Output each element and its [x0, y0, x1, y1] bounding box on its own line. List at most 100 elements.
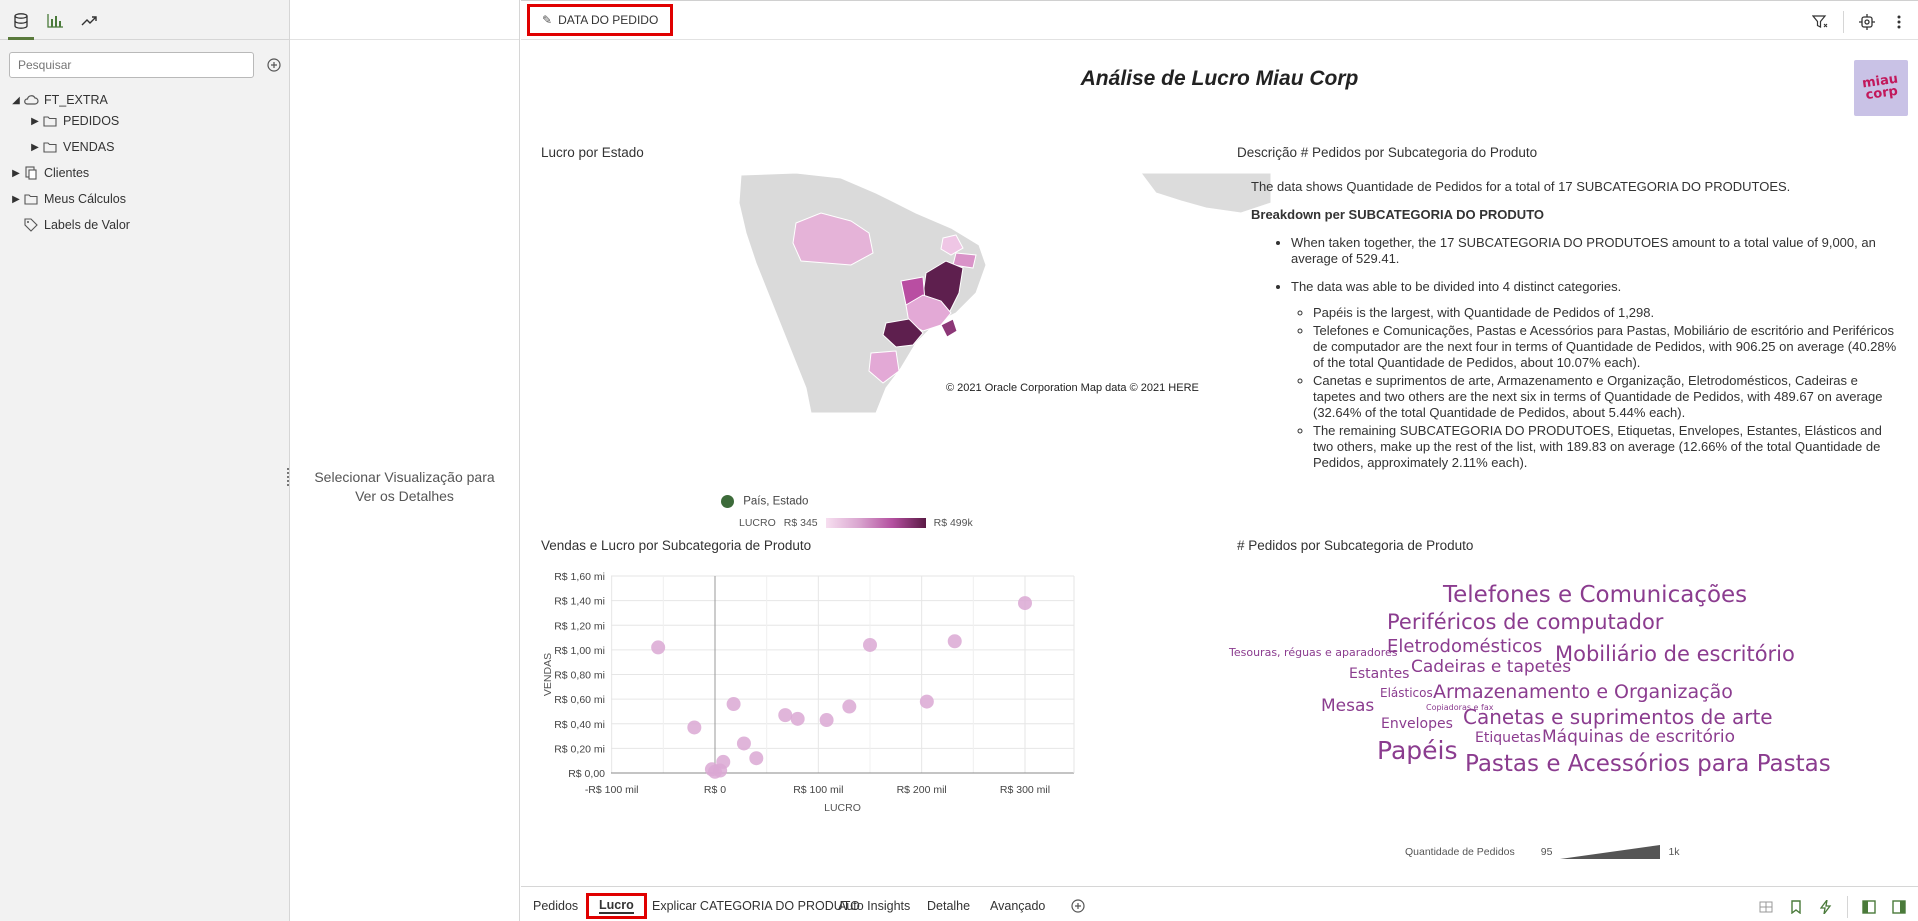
tree-item-label: VENDAS	[63, 140, 115, 154]
caret-right-icon[interactable]: ▶	[31, 115, 39, 127]
caret-right-icon[interactable]: ▶	[31, 141, 39, 153]
data-tab[interactable]	[8, 10, 34, 40]
word-cloud-term[interactable]: Cadeiras e tapetes	[1411, 657, 1572, 677]
map-state-pernambuco	[952, 252, 977, 269]
description-bullet: When taken together, the 17 SUBCATEGORIA…	[1291, 235, 1901, 267]
lucro-gradient	[825, 518, 926, 528]
x-axis-label: LUCRO	[824, 802, 861, 814]
folder-icon	[22, 191, 40, 207]
tree-item-label: FT_EXTRA	[44, 93, 108, 107]
word-cloud-term[interactable]: Copiadoras e fax	[1426, 703, 1494, 712]
tab-label: Auto Insights	[838, 899, 911, 913]
scatter-point	[842, 699, 857, 714]
tab-auto-insights[interactable]: Auto Insights	[828, 893, 920, 919]
plus-circle-icon	[1071, 899, 1085, 913]
tab-explicar[interactable]: Explicar CATEGORIA DO PRODUTO	[642, 893, 870, 919]
bottom-actions	[1757, 896, 1908, 918]
more-vertical-icon[interactable]	[1890, 13, 1908, 31]
y-tick-label: R$ 0,40 mi	[554, 719, 605, 731]
map-canvas[interactable]	[701, 173, 1271, 413]
word-cloud-term[interactable]: Mesas	[1321, 696, 1375, 716]
tree-item-label: Labels de Valor	[44, 218, 130, 232]
y-tick-label: R$ 1,00 mi	[554, 645, 605, 657]
tree-item-labels-de-valor[interactable]: Labels de Valor	[10, 215, 130, 235]
database-icon	[14, 13, 28, 29]
word-cloud-term[interactable]: Etiquetas	[1475, 730, 1541, 746]
scatter-point	[1018, 596, 1032, 611]
word-cloud-term[interactable]: Papéis	[1377, 736, 1458, 765]
visualizations-tab[interactable]	[44, 10, 66, 32]
panel-left-icon[interactable]	[1860, 898, 1878, 916]
map-title: Lucro por Estado	[541, 145, 644, 160]
tree-item-meus-calculos[interactable]: ▶ Meus Cálculos	[10, 189, 126, 209]
word-cloud-term[interactable]: Envelopes	[1381, 716, 1453, 732]
word-cloud-term[interactable]: Elásticos	[1380, 686, 1433, 700]
tree-item-clientes[interactable]: ▶ Clientes	[10, 163, 89, 183]
word-cloud-term[interactable]: Armazenamento e Organização	[1433, 681, 1733, 703]
word-cloud-term[interactable]: Telefones e Comunicações	[1443, 582, 1748, 608]
scatter-chart[interactable]: R$ 0,00 R$ 0,20 mi R$ 0,40 mi R$ 0,60 mi R$ …	[541, 556, 1221, 881]
trend-icon	[81, 16, 97, 26]
tree-item-pedidos[interactable]: ▶ PEDIDOS	[29, 111, 119, 131]
scatter-point	[863, 637, 877, 652]
lightning-icon[interactable]	[1817, 898, 1835, 916]
add-data-button[interactable]	[265, 56, 283, 74]
scatter-point	[736, 736, 751, 751]
filter-icon[interactable]	[1811, 13, 1829, 31]
word-cloud-term[interactable]: Tesouras, réguas e aparadores	[1229, 646, 1398, 659]
caret-open-icon[interactable]: ◢	[12, 94, 20, 106]
tab-avancado[interactable]: Avançado	[980, 893, 1055, 919]
word-cloud-visualization[interactable]: # Pedidos por Subcategoria de Produto Te…	[1229, 538, 1917, 883]
add-tab-button[interactable]	[1061, 893, 1095, 919]
settings-icon[interactable]	[1858, 13, 1876, 31]
description-intro: The data shows Quantidade de Pedidos for…	[1251, 179, 1791, 194]
filter-label: DATA DO PEDIDO	[558, 13, 659, 27]
tab-label: Detalhe	[927, 899, 971, 913]
dataset-icon	[22, 165, 40, 181]
map-state-rio	[940, 318, 958, 338]
cloud-db-icon	[22, 92, 40, 108]
word-cloud-term[interactable]: Eletrodomésticos	[1387, 636, 1543, 657]
caret-right-icon[interactable]: ▶	[12, 193, 20, 205]
map-land-africa	[1140, 173, 1271, 214]
word-cloud-term[interactable]: Pastas e Acessórios para Pastas	[1465, 751, 1831, 777]
canvas-tabs: Pedidos Lucro Explicar CATEGORIA DO PROD…	[521, 886, 1918, 921]
logo-text: miau corp	[1861, 71, 1899, 104]
plus-circle-icon	[267, 58, 281, 72]
tab-pedidos[interactable]: Pedidos	[523, 893, 588, 919]
word-cloud-legend: Quantidade de Pedidos 95 1k	[1405, 845, 1680, 859]
filter-pill[interactable]: ✎ DATA DO PEDIDO	[527, 4, 674, 36]
scatter-visualization[interactable]: Vendas e Lucro por Subcategoria de Produ…	[541, 538, 1221, 883]
description-bullet: The data was able to be divided into 4 d…	[1291, 279, 1622, 294]
tree-item-ft-extra[interactable]: ◢ FT_EXTRA	[10, 90, 108, 110]
panel-splitter[interactable]	[287, 468, 289, 486]
details-panel: Selecionar Visualização para Ver os Deta…	[290, 0, 520, 921]
bookmark-icon[interactable]	[1787, 898, 1805, 916]
word-cloud-term[interactable]: Máquinas de escritório	[1542, 727, 1736, 747]
search-input[interactable]	[9, 52, 254, 78]
scatter-point	[687, 720, 702, 735]
tab-detalhe[interactable]: Detalhe	[917, 893, 980, 919]
legend-color-dot	[721, 495, 734, 508]
word-cloud-term[interactable]: Mobiliário de escritório	[1555, 642, 1795, 666]
lucro-color-scale: LUCRO R$ 345 R$ 499k	[739, 517, 973, 529]
layout-icon[interactable]	[1757, 898, 1775, 916]
tree-item-label: PEDIDOS	[63, 114, 120, 128]
map-visualization[interactable]: Lucro por Estado	[541, 145, 1271, 545]
bar-chart-icon	[47, 14, 63, 28]
scatter-title: Vendas e Lucro por Subcategoria de Produ…	[541, 538, 812, 553]
word-cloud-term[interactable]: Periféricos de computador	[1387, 610, 1664, 634]
tab-lucro[interactable]: Lucro	[586, 893, 647, 919]
tree-item-vendas[interactable]: ▶ VENDAS	[29, 137, 114, 157]
panel-tabs	[0, 0, 289, 40]
word-cloud-term[interactable]: Canetas e suprimentos de arte	[1463, 705, 1773, 729]
caret-right-icon[interactable]: ▶	[12, 167, 20, 179]
details-hint: Selecionar Visualização para Ver os Deta…	[314, 469, 495, 504]
canvas: Análise de Lucro Miau Corp miau corp Lucr…	[521, 41, 1918, 886]
word-cloud-term[interactable]: Estantes	[1349, 666, 1410, 682]
description-visualization[interactable]: Descrição # Pedidos por Subcategoria do …	[1237, 145, 1907, 545]
analytics-tab[interactable]	[78, 10, 100, 32]
search-row	[9, 52, 281, 78]
page-title: Análise de Lucro Miau Corp	[1080, 67, 1359, 90]
panel-right-icon[interactable]	[1890, 898, 1908, 916]
